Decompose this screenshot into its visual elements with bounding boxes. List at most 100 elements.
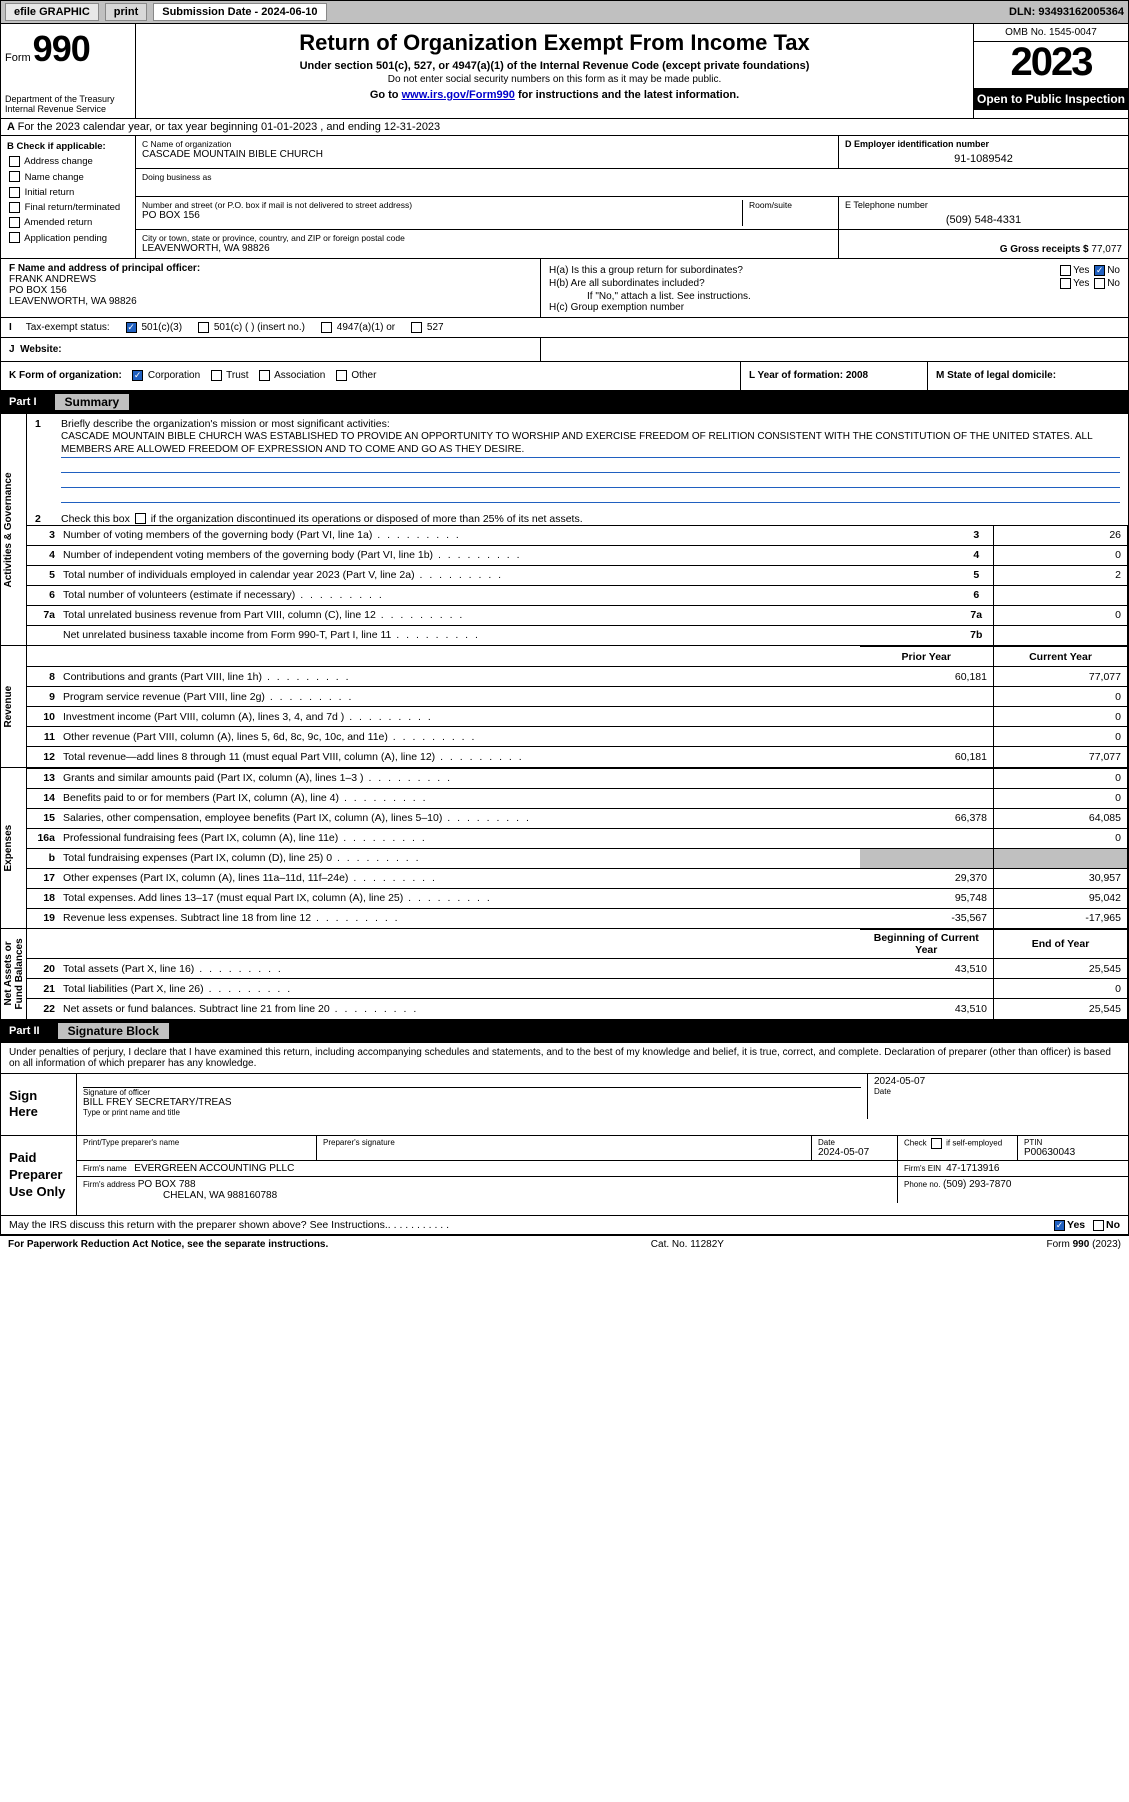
print-button[interactable]: print bbox=[105, 3, 147, 21]
hc-label: H(c) Group exemption number bbox=[549, 302, 1120, 313]
footer: For Paperwork Reduction Act Notice, see … bbox=[0, 1235, 1129, 1253]
chk-corp[interactable] bbox=[132, 370, 143, 381]
firm-addr2: CHELAN, WA 988160788 bbox=[163, 1190, 277, 1201]
form-title: Return of Organization Exempt From Incom… bbox=[146, 30, 963, 56]
footer-left: For Paperwork Reduction Act Notice, see … bbox=[8, 1239, 328, 1250]
part2-label: Part II bbox=[9, 1025, 40, 1037]
officer-addr2: LEAVENWORTH, WA 98826 bbox=[9, 296, 532, 307]
i-label: Tax-exempt status: bbox=[26, 322, 110, 333]
form-subtitle: Under section 501(c), 527, or 4947(a)(1)… bbox=[146, 60, 963, 72]
officer-addr1: PO BOX 156 bbox=[9, 285, 532, 296]
chk-self-employed[interactable] bbox=[931, 1138, 942, 1149]
revenue-section: Revenue Prior YearCurrent Year8Contribut… bbox=[0, 646, 1129, 768]
c-name-label: C Name of organization bbox=[142, 139, 832, 149]
ha-no[interactable] bbox=[1094, 265, 1105, 276]
netassets-section: Net Assets or Fund Balances Beginning of… bbox=[0, 929, 1129, 1020]
part2-title: Signature Block bbox=[58, 1023, 169, 1039]
chk-final[interactable]: Final return/terminated bbox=[7, 201, 129, 215]
row-i: I Tax-exempt status: 501(c)(3) 501(c) ( … bbox=[0, 318, 1129, 338]
vbar-gov: Activities & Governance bbox=[1, 414, 26, 646]
expenses-table: 13Grants and similar amounts paid (Part … bbox=[27, 768, 1128, 929]
chk-527[interactable] bbox=[411, 322, 422, 333]
city: LEAVENWORTH, WA 98826 bbox=[142, 243, 832, 254]
d-label: D Employer identification number bbox=[845, 139, 1122, 149]
officer-typed-name: BILL FREY SECRETARY/TREAS bbox=[83, 1097, 861, 1108]
q1: Briefly describe the organization's miss… bbox=[61, 418, 390, 430]
mission-text: CASCADE MOUNTAIN BIBLE CHURCH WAS ESTABL… bbox=[61, 430, 1120, 458]
firm-addr1: PO BOX 788 bbox=[138, 1179, 196, 1190]
discuss-row: May the IRS discuss this return with the… bbox=[0, 1216, 1129, 1235]
paid-preparer-block: Paid Preparer Use Only Print/Type prepar… bbox=[0, 1136, 1129, 1216]
chk-assoc[interactable] bbox=[259, 370, 270, 381]
discuss-yes[interactable] bbox=[1054, 1220, 1065, 1231]
g-label: G Gross receipts $ bbox=[1000, 244, 1089, 255]
gross-receipts: 77,077 bbox=[1091, 244, 1122, 255]
chk-application[interactable]: Application pending bbox=[7, 232, 129, 246]
row-j: J Website: bbox=[0, 338, 1129, 362]
goto-link[interactable]: www.irs.gov/Form990 bbox=[402, 89, 515, 101]
chk-4947[interactable] bbox=[321, 322, 332, 333]
hb-no[interactable] bbox=[1094, 278, 1105, 289]
tax-year: 2023 bbox=[974, 42, 1128, 88]
row-a: A For the 2023 calendar year, or tax yea… bbox=[0, 119, 1129, 136]
chk-discontinued[interactable] bbox=[135, 513, 146, 524]
row-klm: K Form of organization: Corporation Trus… bbox=[0, 362, 1129, 390]
date-label: Date bbox=[874, 1087, 1122, 1096]
netassets-table: Beginning of Current YearEnd of Year20To… bbox=[27, 929, 1128, 1019]
section-fh: F Name and address of principal officer:… bbox=[0, 259, 1129, 318]
ssn-notice: Do not enter social security numbers on … bbox=[146, 74, 963, 85]
part2-header: Part II Signature Block bbox=[0, 1020, 1129, 1043]
l-label: L Year of formation: 2008 bbox=[749, 370, 868, 381]
efile-label: efile GRAPHIC bbox=[5, 3, 99, 21]
chk-501c[interactable] bbox=[198, 322, 209, 333]
dba-label: Doing business as bbox=[142, 172, 832, 182]
part1-label: Part I bbox=[9, 396, 37, 408]
e-label: E Telephone number bbox=[845, 200, 1122, 210]
ha-yes[interactable] bbox=[1060, 265, 1071, 276]
firm-name: EVERGREEN ACCOUNTING PLLC bbox=[134, 1163, 294, 1174]
chk-initial[interactable]: Initial return bbox=[7, 186, 129, 200]
form-number: 990 bbox=[33, 28, 90, 69]
department: Department of the Treasury Internal Reve… bbox=[5, 94, 131, 114]
form-word: Form bbox=[5, 52, 31, 64]
hb-yes[interactable] bbox=[1060, 278, 1071, 289]
room-label: Room/suite bbox=[749, 200, 832, 210]
efile-header: efile GRAPHIC print Submission Date - 20… bbox=[0, 0, 1129, 24]
chk-address[interactable]: Address change bbox=[7, 155, 129, 169]
expenses-section: Expenses 13Grants and similar amounts pa… bbox=[0, 768, 1129, 930]
submission-date: Submission Date - 2024-06-10 bbox=[153, 3, 326, 21]
goto-line: Go to www.irs.gov/Form990 for instructio… bbox=[146, 89, 963, 101]
paid-preparer: Paid Preparer Use Only bbox=[1, 1136, 77, 1215]
governance-table: 3Number of voting members of the governi… bbox=[27, 525, 1128, 646]
chk-trust[interactable] bbox=[211, 370, 222, 381]
hb-note: If "No," attach a list. See instructions… bbox=[549, 291, 1120, 302]
open-public: Open to Public Inspection bbox=[974, 88, 1128, 110]
vbar-exp: Expenses bbox=[1, 768, 26, 929]
firm-phone: (509) 293-7870 bbox=[943, 1179, 1011, 1190]
discuss-no[interactable] bbox=[1093, 1220, 1104, 1231]
part1-header: Part I Summary bbox=[0, 391, 1129, 414]
ha-label: H(a) Is this a group return for subordin… bbox=[549, 265, 743, 276]
chk-amended[interactable]: Amended return bbox=[7, 216, 129, 230]
sign-here: Sign Here bbox=[1, 1074, 77, 1136]
firm-ein: 47-1713916 bbox=[946, 1163, 999, 1174]
form-header: Form990 Department of the Treasury Inter… bbox=[0, 24, 1129, 119]
chk-501c3[interactable] bbox=[126, 322, 137, 333]
f-label: F Name and address of principal officer: bbox=[9, 263, 200, 274]
footer-right: Form 990 (2023) bbox=[1047, 1239, 1121, 1250]
hb-label: H(b) Are all subordinates included? bbox=[549, 278, 705, 289]
chk-name[interactable]: Name change bbox=[7, 171, 129, 185]
part1-title: Summary bbox=[55, 394, 130, 410]
m-label: M State of legal domicile: bbox=[936, 370, 1056, 381]
governance-section: Activities & Governance 1Briefly describ… bbox=[0, 414, 1129, 647]
sign-here-block: Sign Here Signature of officer BILL FREY… bbox=[0, 1074, 1129, 1137]
q2: Check this box if the organization disco… bbox=[61, 513, 583, 525]
addr-label: Number and street (or P.O. box if mail i… bbox=[142, 200, 742, 210]
sig-date1: 2024-05-07 bbox=[874, 1076, 1122, 1087]
chk-other[interactable] bbox=[336, 370, 347, 381]
vbar-rev: Revenue bbox=[1, 646, 26, 767]
officer-sig-label: Signature of officer bbox=[83, 1088, 861, 1097]
telephone: (509) 548-4331 bbox=[845, 214, 1122, 226]
section-bcdefg: B Check if applicable: Address change Na… bbox=[0, 136, 1129, 259]
street: PO BOX 156 bbox=[142, 210, 742, 221]
